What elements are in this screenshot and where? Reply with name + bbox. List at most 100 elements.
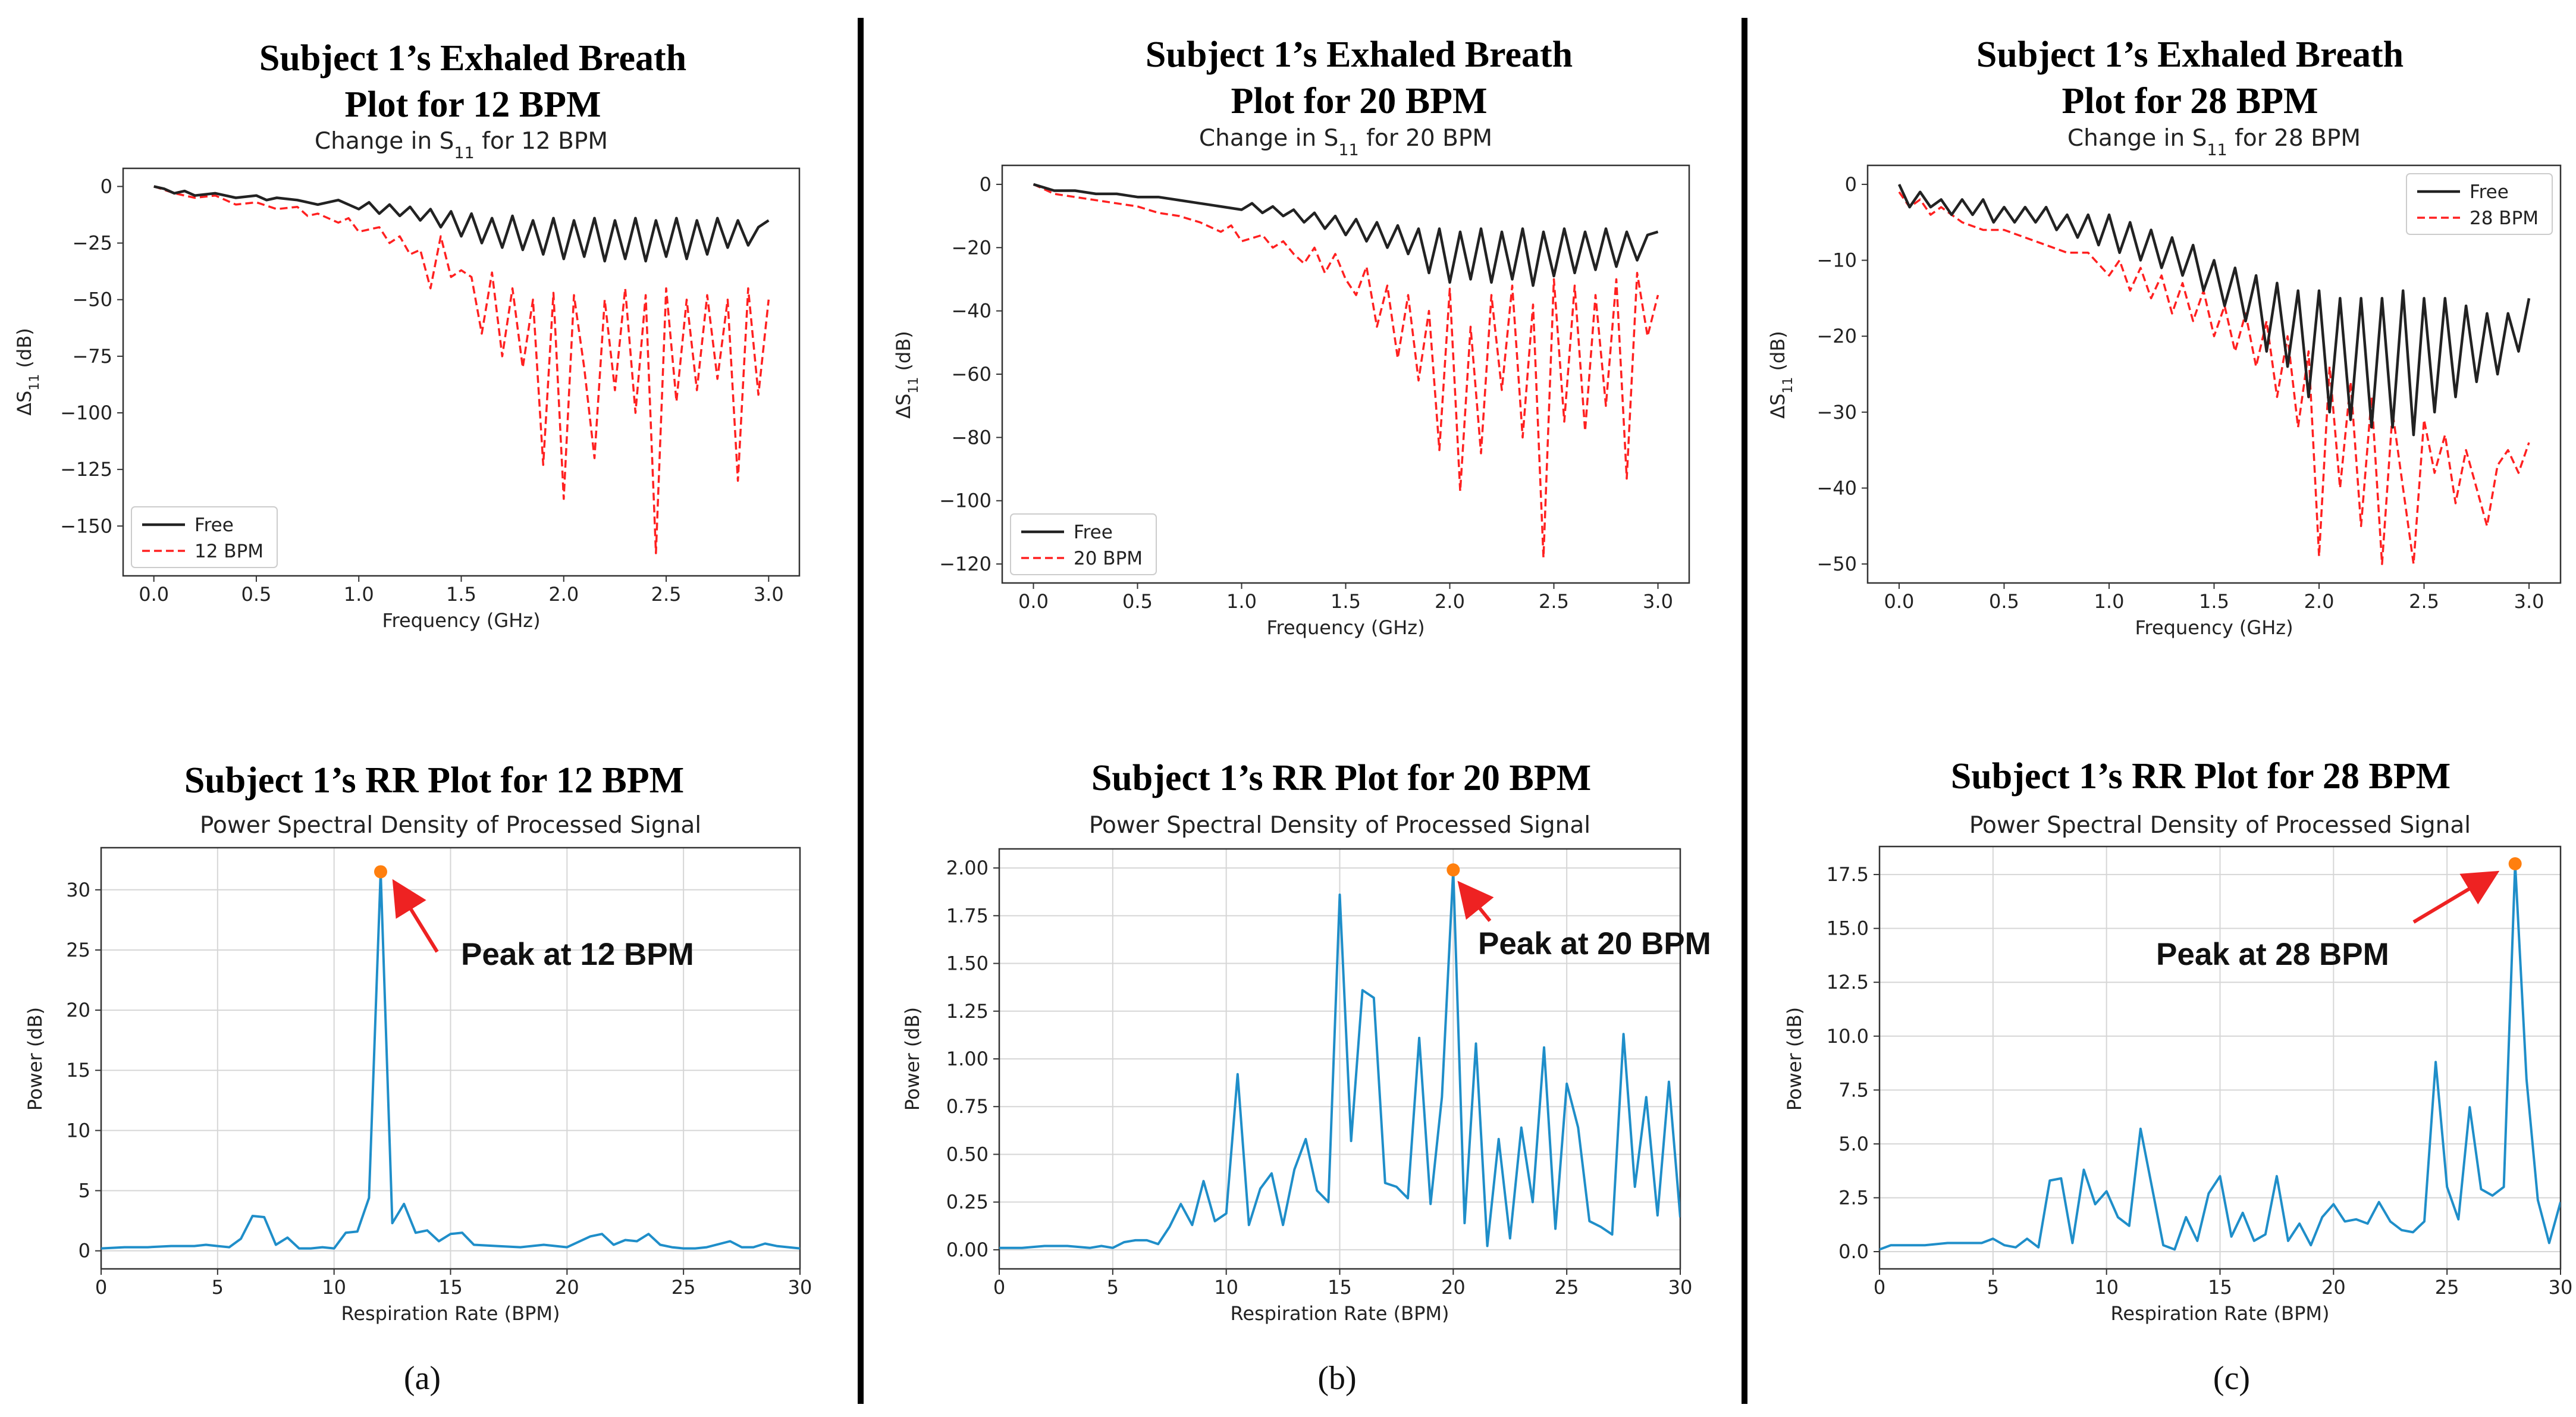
- panel-b-peak-annotation: Peak at 20 BPM: [1478, 926, 1711, 961]
- chart-title: Power Spectral Density of Processed Sign…: [1089, 812, 1590, 839]
- series-line-28-bpm: [1898, 191, 2530, 565]
- y-tick-label: 1.25: [946, 1000, 989, 1023]
- panel-a-peak-arrow: [392, 879, 439, 953]
- y-tick-label: 0.75: [946, 1095, 989, 1118]
- x-tick-label: 15: [1328, 1276, 1352, 1299]
- y-tick-label: 0.00: [946, 1239, 989, 1261]
- y-tick-label: 2.00: [946, 857, 989, 879]
- y-tick-label: 30: [66, 879, 90, 901]
- y-tick-label: 0.25: [946, 1191, 989, 1214]
- x-tick-label: 2.0: [1435, 590, 1465, 613]
- legend-label: Free: [194, 515, 234, 536]
- panel-b-top-title-line1: Subject 1’s Exhaled Breath: [1146, 35, 1573, 75]
- x-tick-label: 30: [788, 1276, 812, 1299]
- x-tick-label: 1.0: [2094, 590, 2125, 613]
- panel-b-top-title-line2: Plot for 20 BPM: [1231, 81, 1487, 121]
- panel-a-bottom-title: Subject 1’s RR Plot for 12 BPM: [184, 760, 684, 801]
- y-tick-label: −25: [72, 232, 112, 255]
- chart-psd-12: 0 5 10 15 20 25 30 0 5 10 15 20 25 30 Power Spectral D…: [24, 812, 812, 1325]
- panel-b: Subject 1’s Exhaled Breath Plot for 20 B…: [892, 35, 1711, 1397]
- panel-c-peak-annotation: Peak at 28 BPM: [2156, 937, 2389, 972]
- y-tick-label: −50: [72, 289, 112, 311]
- legend-box: [2406, 173, 2553, 235]
- y-tick-label: −20: [1816, 325, 1857, 347]
- panel-a-caption: (a): [404, 1360, 441, 1397]
- series-line-free: [1033, 183, 1659, 287]
- y-tick-label: −20: [951, 236, 992, 259]
- x-tick-label: 20: [1441, 1276, 1466, 1299]
- x-axis-label: Frequency (GHz): [382, 609, 540, 632]
- chart-title: Change in S11 for 28 BPM: [2067, 125, 2361, 159]
- y-tick-label: −10: [1816, 249, 1857, 272]
- panel-b-bottom-title: Subject 1’s RR Plot for 20 BPM: [1091, 758, 1591, 798]
- y-tick-label: 7.5: [1838, 1079, 1869, 1101]
- x-tick-label: 20: [2321, 1276, 2346, 1299]
- panel-a: Subject 1’s Exhaled Breath Plot for 12 B…: [13, 38, 812, 1397]
- legend-label: 28 BPM: [2470, 208, 2539, 229]
- x-tick-label: 3.0: [754, 583, 784, 606]
- x-tick-label: 30: [2549, 1276, 2573, 1299]
- y-tick-label: 15.0: [1827, 917, 1869, 940]
- y-tick-label: 15: [66, 1059, 90, 1081]
- y-tick-label: 0.0: [1838, 1240, 1869, 1263]
- x-tick-label: 3.0: [1643, 590, 1673, 613]
- x-tick-label: 3.0: [2514, 590, 2544, 613]
- series-line-psd: [1880, 863, 2561, 1251]
- x-tick-label: 5: [212, 1276, 224, 1299]
- x-tick-label: 5: [1107, 1276, 1119, 1299]
- panel-a-peak-annotation: Peak at 12 BPM: [461, 937, 694, 972]
- y-tick-label: −60: [951, 363, 992, 385]
- x-axis-label: Respiration Rate (BPM): [341, 1302, 560, 1325]
- x-tick-label: 1.5: [446, 583, 476, 606]
- x-tick-label: 10: [2094, 1276, 2119, 1299]
- x-tick-label: 15: [2208, 1276, 2232, 1299]
- y-axis-label: Power (dB): [901, 1007, 924, 1111]
- y-tick-label: −40: [951, 300, 992, 322]
- y-tick-label: −100: [939, 490, 992, 512]
- x-tick-label: 25: [1555, 1276, 1579, 1299]
- series-line-20-bpm: [1033, 183, 1659, 559]
- y-tick-label: −80: [951, 426, 992, 449]
- y-tick-label: −120: [939, 553, 992, 575]
- x-tick-label: 2.0: [548, 583, 579, 606]
- chart-s11-28: 0.0 0.5 1.0 1.5 2.0 2.5 3.0 0 −10 −20 −30 −40 −50 Cha…: [1767, 125, 2562, 639]
- x-tick-label: 0: [95, 1276, 107, 1299]
- chart-title: Power Spectral Density of Processed Sign…: [1969, 812, 2471, 839]
- x-tick-label: 20: [555, 1276, 579, 1299]
- y-tick-label: 10.0: [1827, 1025, 1869, 1048]
- peak-marker: [374, 865, 387, 879]
- x-tick-label: 0.0: [139, 583, 169, 606]
- x-tick-label: 2.5: [1539, 590, 1569, 613]
- x-tick-label: 10: [1214, 1276, 1238, 1299]
- legend-box: [1010, 513, 1157, 575]
- y-tick-label: 1.00: [946, 1048, 989, 1070]
- series-line-free: [1897, 183, 2531, 437]
- x-tick-label: 1.0: [1226, 590, 1257, 613]
- y-tick-label: 2.5: [1838, 1186, 1869, 1209]
- x-tick-label: 25: [672, 1276, 696, 1299]
- peak-marker: [1447, 863, 1460, 877]
- panel-c-top-title-line2: Plot for 28 BPM: [2062, 81, 2318, 121]
- y-tick-label: 0: [79, 1240, 90, 1262]
- panel-c-top-title-line1: Subject 1’s Exhaled Breath: [1976, 35, 2404, 75]
- y-tick-label: 1.50: [946, 952, 989, 975]
- x-axis-label: Frequency (GHz): [1266, 616, 1425, 639]
- x-tick-label: 0.0: [1884, 590, 1915, 613]
- legend-box: [131, 506, 278, 568]
- x-tick-label: 2.5: [2409, 590, 2439, 613]
- panel-b-peak-arrow: [1457, 880, 1494, 922]
- y-tick-label: 17.5: [1827, 863, 1869, 886]
- y-axis-label: Power (dB): [1783, 1007, 1806, 1111]
- chart-title: Change in S11 for 20 BPM: [1199, 125, 1492, 159]
- panel-b-caption: (b): [1317, 1360, 1356, 1397]
- y-axis-label: ΔS11 (dB): [1767, 331, 1796, 419]
- x-tick-label: 1.5: [1331, 590, 1361, 613]
- y-tick-label: −150: [60, 515, 112, 537]
- panel-c-bottom-title: Subject 1’s RR Plot for 28 BPM: [1951, 756, 2451, 797]
- y-tick-label: 0: [980, 173, 992, 196]
- series-line-psd: [101, 870, 800, 1250]
- y-tick-label: 5: [79, 1180, 90, 1202]
- series-line-12-bpm: [153, 185, 770, 554]
- x-axis-label: Frequency (GHz): [2135, 616, 2293, 639]
